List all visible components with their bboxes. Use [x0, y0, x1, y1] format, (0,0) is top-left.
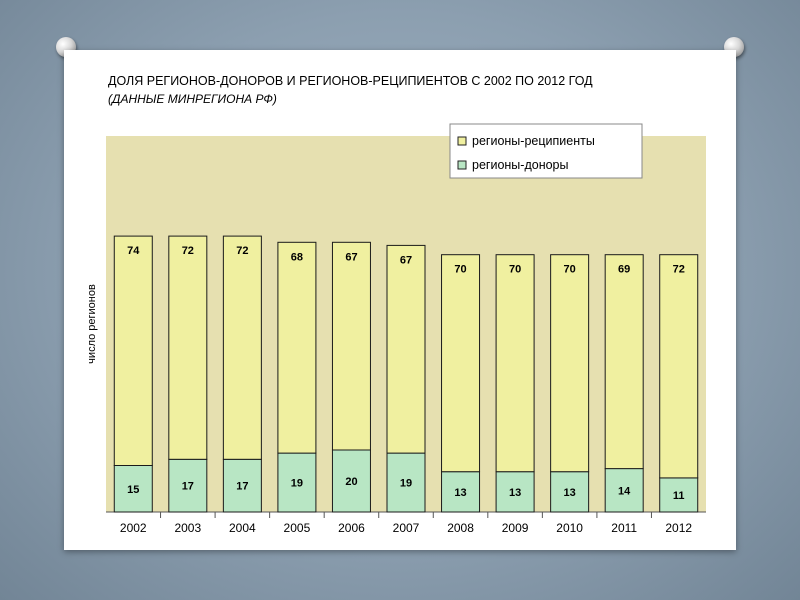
bar-donors [659, 477, 699, 513]
legend-box [449, 123, 643, 179]
data-label-recipients: 67 [400, 254, 412, 266]
data-label-donors: 17 [236, 481, 248, 493]
bar-donors [277, 452, 317, 513]
bar-recipients [277, 241, 317, 454]
x-tick-label: 2007 [393, 521, 420, 535]
data-label-donors: 11 [673, 490, 685, 502]
legend: регионы-реципиенты регионы-доноры [449, 123, 643, 179]
bar-recipients [659, 254, 699, 479]
legend-swatch-recipients [457, 136, 467, 146]
bar-recipients [222, 235, 262, 460]
data-label-recipients: 69 [618, 264, 630, 276]
x-tick-label: 2012 [665, 521, 692, 535]
bar-donors [113, 465, 153, 513]
stacked-bar-chart: 74 15 72 17 72 17 68 19 67 20 67 19 70 13 70 13 70 13 69 14… [86, 123, 706, 535]
data-label-donors: 13 [454, 487, 466, 499]
bar-recipients [441, 254, 481, 473]
bar-recipients [550, 254, 590, 473]
data-label-recipients: 70 [564, 264, 576, 276]
x-tick-label: 2006 [338, 521, 365, 535]
data-label-donors: 17 [182, 481, 194, 493]
x-tick-label: 2011 [611, 521, 637, 535]
data-label-recipients: 74 [127, 245, 140, 257]
x-tick-label: 2005 [284, 521, 311, 535]
x-tick-label: 2010 [556, 521, 583, 535]
bar-donors [222, 458, 262, 513]
data-label-recipients: 72 [182, 245, 194, 257]
data-label-recipients: 67 [345, 251, 357, 263]
bar-recipients [113, 235, 153, 466]
bar-donors [386, 452, 426, 513]
x-tick-labels: 2002 2003 2004 2005 2006 2007 2008 2009 2010 2011… [120, 512, 692, 535]
bar-donors [168, 458, 208, 513]
x-tick-label: 2008 [447, 521, 474, 535]
slide: ДОЛЯ РЕГИОНОВ-ДОНОРОВ И РЕГИОНОВ-РЕЦИПИЕ… [64, 50, 736, 550]
bar-donors [331, 449, 371, 513]
data-label-donors: 13 [564, 487, 576, 499]
bar-recipients [386, 244, 426, 454]
chart-subtitle: (ДАННЫЕ МИНРЕГИОНА РФ) [108, 92, 277, 106]
bar-recipients [604, 254, 644, 470]
bar-recipients [331, 241, 371, 451]
data-label-donors: 19 [400, 478, 412, 490]
data-label-recipients: 72 [236, 245, 248, 257]
bar-recipients [168, 235, 208, 460]
data-label-recipients: 70 [454, 264, 466, 276]
legend-swatch-donors [457, 160, 467, 170]
chart-title: ДОЛЯ РЕГИОНОВ-ДОНОРОВ И РЕГИОНОВ-РЕЦИПИЕ… [108, 74, 593, 88]
bar-donors [550, 471, 590, 513]
data-label-recipients: 72 [673, 264, 685, 276]
data-label-donors: 19 [291, 478, 303, 490]
bar-donors [441, 471, 481, 513]
data-label-donors: 15 [127, 484, 139, 496]
x-tick-label: 2002 [120, 521, 147, 535]
y-axis-label: число регионов [86, 284, 98, 364]
x-tick-label: 2004 [229, 521, 256, 535]
x-tick-label: 2003 [174, 521, 201, 535]
data-label-donors: 13 [509, 487, 521, 499]
bar-recipients [495, 254, 535, 473]
data-label-donors: 14 [618, 485, 631, 497]
legend-label-recipients: регионы-реципиенты [472, 134, 595, 148]
data-label-recipients: 70 [509, 264, 521, 276]
bars-layer: 74 15 72 17 72 17 68 19 67 20 67 19 70 13 70 13 70 13 69 14… [113, 235, 699, 513]
legend-label-donors: регионы-доноры [472, 158, 569, 172]
data-label-recipients: 68 [291, 251, 303, 263]
data-label-donors: 20 [345, 476, 357, 488]
x-tick-label: 2009 [502, 521, 529, 535]
